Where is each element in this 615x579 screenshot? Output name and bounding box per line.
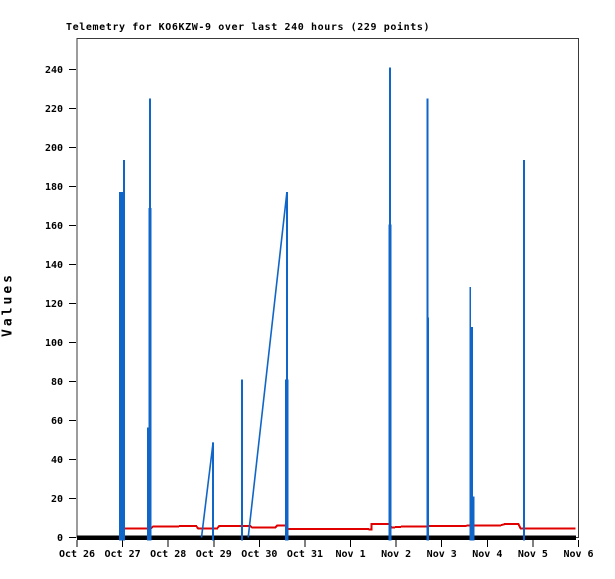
- x-tick-label: Oct 26: [59, 549, 95, 560]
- blue-series-spike: [241, 379, 243, 541]
- y-tick-label: 40: [51, 455, 63, 466]
- x-tick-label: Oct 31: [287, 549, 323, 560]
- blue-series-spike: [522, 160, 525, 541]
- blue-series-ramp: [247, 192, 288, 538]
- y-tick-label: 140: [45, 260, 63, 271]
- y-tick-label: 240: [45, 65, 63, 76]
- x-tick-label: Oct 30: [241, 549, 277, 560]
- x-tick-label: Nov 4: [472, 549, 502, 560]
- x-tick-label: Nov 3: [427, 549, 457, 560]
- blue-series-spike: [122, 160, 125, 541]
- y-tick-label: 0: [57, 533, 63, 544]
- y-tick-label: 80: [51, 377, 63, 388]
- y-tick-label: 180: [45, 182, 63, 193]
- x-tick-label: Oct 27: [105, 549, 141, 560]
- blue-series-spike: [472, 496, 475, 541]
- black-zero-series: [77, 535, 577, 540]
- blue-series-spike: [285, 192, 288, 541]
- y-tick-label: 200: [45, 143, 63, 154]
- chart-title: Telemetry for KO6KZW-9 over last 240 hou…: [66, 22, 431, 33]
- x-tick-label: Nov 1: [335, 549, 365, 560]
- blue-series-spike: [119, 192, 124, 541]
- red-series-line: [124, 522, 576, 531]
- x-tick-label: Nov 2: [381, 549, 411, 560]
- y-tick-label: 100: [45, 338, 63, 349]
- x-tick-label: Nov 6: [563, 549, 593, 560]
- blue-series-spike: [469, 286, 471, 541]
- y-tick-label: 20: [51, 494, 63, 505]
- y-tick-label: 160: [45, 221, 63, 232]
- y-tick-label: 220: [45, 104, 63, 115]
- blue-series-spike: [148, 98, 151, 541]
- blue-series-spike: [389, 67, 392, 541]
- blue-series-ramp: [200, 442, 214, 538]
- y-tick-label: 60: [51, 416, 63, 427]
- plot-border: [76, 38, 579, 538]
- x-tick-label: Oct 29: [196, 549, 232, 560]
- blue-series-spike: [470, 326, 473, 541]
- blue-series-spike: [212, 442, 215, 541]
- y-tick-label: 120: [45, 299, 63, 310]
- x-tick-label: Nov 5: [518, 549, 548, 560]
- x-tick-label: Oct 28: [150, 549, 186, 560]
- blue-series-spike: [426, 98, 429, 541]
